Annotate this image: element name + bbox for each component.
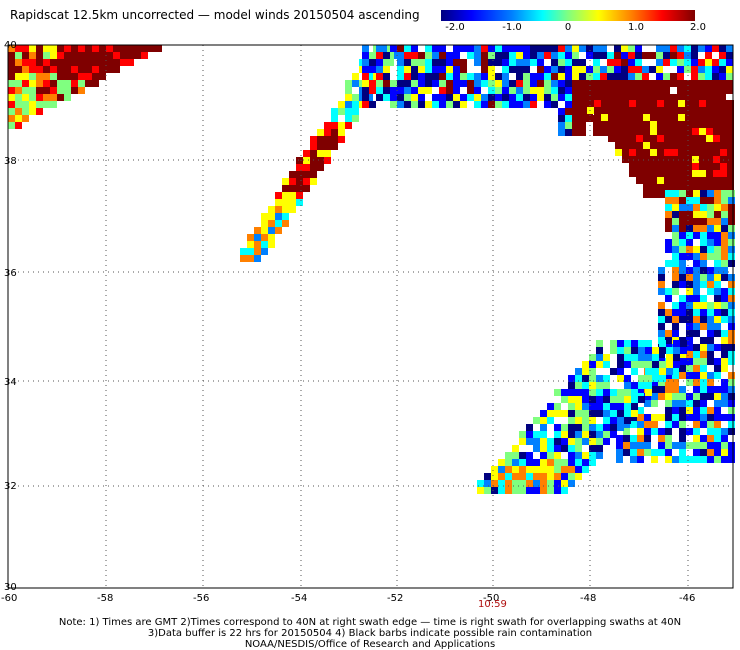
lat-label: 38 xyxy=(4,156,17,167)
swath-southwest-band xyxy=(477,340,687,494)
colorbar-tick: -1.0 xyxy=(502,22,522,33)
page-title: Rapidscat 12.5km uncorrected — model win… xyxy=(10,8,420,22)
lon-label: -56 xyxy=(193,593,209,604)
lat-label: 32 xyxy=(4,481,17,492)
lon-label: -60 xyxy=(1,593,17,604)
map-frame xyxy=(7,44,734,589)
swath-east-arc xyxy=(616,190,735,463)
lon-label: -46 xyxy=(679,593,695,604)
lon-label: -48 xyxy=(580,593,596,604)
colorbar-tick: 2.0 xyxy=(690,22,706,33)
colorbar-tick: 0 xyxy=(564,22,572,33)
footer-credit: NOAA/NESDIS/Office of Research and Appli… xyxy=(244,639,496,650)
lon-label: -50 xyxy=(483,593,499,604)
colorbar-tick: 1.0 xyxy=(628,22,644,33)
swath-cells xyxy=(8,45,735,494)
lat-label: 30 xyxy=(4,582,17,593)
footer-note-line1: Note: 1) Times are GMT 2)Times correspon… xyxy=(58,617,682,628)
lon-label: -54 xyxy=(291,593,307,604)
swath-east-red-mass xyxy=(580,100,734,198)
lon-label: -52 xyxy=(387,593,403,604)
graticule xyxy=(8,45,733,588)
lat-label: 36 xyxy=(4,268,17,279)
swath-time-label: 10:59 xyxy=(478,599,507,610)
colorbar-tick: -2.0 xyxy=(445,22,465,33)
lat-label: 40 xyxy=(4,40,17,51)
lat-label: 34 xyxy=(4,377,17,388)
lon-label: -58 xyxy=(97,593,113,604)
colorbar xyxy=(441,10,695,21)
swath-northwest xyxy=(8,45,162,129)
footer-note-line2: 3)Data buffer is 22 hrs for 20150504 4) … xyxy=(147,628,593,639)
